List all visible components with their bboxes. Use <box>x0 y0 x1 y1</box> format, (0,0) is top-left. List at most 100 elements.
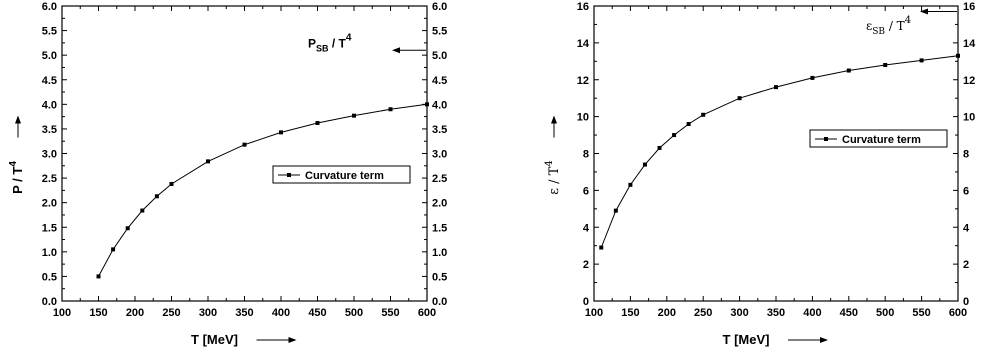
sb-limit-annotation: εSB / T4 <box>866 15 911 37</box>
y-axis-arrow-head <box>15 115 21 124</box>
sb-annotation-exponent: 4 <box>905 15 911 26</box>
x-tick-label: 450 <box>308 307 326 319</box>
data-point <box>425 102 429 107</box>
x-tick-label: 200 <box>658 307 676 319</box>
y-tick-label-right: 0.5 <box>432 271 447 283</box>
x-tick-label: 350 <box>235 307 253 319</box>
y-tick-label-right: 16 <box>963 1 975 13</box>
x-tick-label: 550 <box>912 307 930 319</box>
y-tick-label: 3.5 <box>42 124 57 136</box>
y-tick-label: 4.0 <box>42 99 57 111</box>
x-tick-label: 600 <box>418 307 436 319</box>
data-point <box>956 53 960 58</box>
y-tick-label-right: 3.0 <box>432 149 447 161</box>
y-tick-label-right: 12 <box>963 75 975 87</box>
plot-frame <box>593 5 959 302</box>
y-tick-label-right: 0 <box>963 296 969 308</box>
sb-limit-arrow-head <box>920 8 928 15</box>
y-tick-label: 1.5 <box>42 222 57 234</box>
y-tick-label-right: 4.5 <box>432 75 447 87</box>
y-tick-label: 0.5 <box>42 271 57 283</box>
data-point <box>154 194 159 199</box>
y-axis-label-text: P / T <box>10 167 25 194</box>
sb-limit-annotation: PSB / T4 <box>308 32 352 53</box>
data-point <box>672 133 677 138</box>
data-point <box>919 58 924 63</box>
y-axis-label-exponent: 4 <box>8 161 19 167</box>
sb-annotation-symbol: P <box>308 36 316 50</box>
data-point <box>242 142 247 147</box>
data-point <box>737 96 742 101</box>
sb-annotation-subscript: SB <box>316 43 329 53</box>
y-axis-label: P / T4 <box>8 161 25 194</box>
x-tick-label: 500 <box>876 307 894 319</box>
sb-annotation-subscript: SB <box>872 27 885 37</box>
y-tick-label: 2 <box>583 259 589 271</box>
y-tick-label: 5.5 <box>42 26 57 38</box>
y-tick-label-right: 3.5 <box>432 124 447 136</box>
sb-annotation-rest: / T <box>885 19 905 33</box>
legend-box <box>809 129 948 148</box>
data-point <box>388 107 393 112</box>
x-tick-label: 500 <box>345 307 363 319</box>
x-tick-label: 350 <box>767 307 785 319</box>
data-point <box>111 247 116 252</box>
y-tick-label: 0 <box>583 296 589 308</box>
y-tick-label-right: 10 <box>963 112 975 124</box>
y-tick-label: 14 <box>577 38 590 50</box>
y-tick-label: 4 <box>583 222 590 234</box>
y-tick-label: 4.5 <box>42 75 57 87</box>
data-point <box>599 245 604 250</box>
y-axis-label: ε / T4 <box>544 160 562 194</box>
x-axis-label: T [MeV] <box>723 332 770 347</box>
data-point <box>169 181 174 186</box>
y-tick-label: 12 <box>577 75 589 87</box>
legend-marker-swatch <box>287 173 291 177</box>
y-tick-label: 5.0 <box>42 50 57 62</box>
x-tick-label: 250 <box>694 307 712 319</box>
x-tick-label: 400 <box>272 307 290 319</box>
data-point <box>657 145 662 150</box>
legend-label: Curvature term <box>842 134 921 146</box>
data-point <box>810 75 815 80</box>
data-point <box>883 63 888 67</box>
x-tick-label: 100 <box>53 307 71 319</box>
x-tick-label: 400 <box>803 307 821 319</box>
sb-annotation-exponent: 4 <box>346 32 352 43</box>
x-tick-label: 600 <box>949 307 967 319</box>
x-tick-label: 300 <box>730 307 748 319</box>
y-tick-label-right: 6.0 <box>432 1 447 13</box>
data-point <box>846 68 851 73</box>
data-point <box>701 112 706 117</box>
x-tick-label: 100 <box>585 307 603 319</box>
legend-marker-swatch <box>824 137 828 141</box>
y-tick-label-right: 2.5 <box>432 173 447 185</box>
data-point <box>613 208 618 213</box>
x-tick-label: 200 <box>126 307 144 319</box>
y-tick-label-right: 4 <box>963 222 970 234</box>
y-tick-label-right: 2.0 <box>432 198 447 210</box>
y-axis-arrow-head <box>551 115 557 124</box>
data-point <box>686 122 691 126</box>
y-tick-label: 6 <box>583 185 589 197</box>
y-tick-label-right: 8 <box>963 149 969 161</box>
y-tick-label: 8 <box>583 149 589 161</box>
series-line-curvature-term <box>600 55 959 248</box>
y-tick-label: 2.5 <box>42 173 57 185</box>
x-axis-label: T [MeV] <box>191 332 238 347</box>
y-axis-label-exponent: 4 <box>544 160 555 166</box>
legend-box <box>272 165 411 184</box>
y-tick-label: 0.0 <box>42 296 57 308</box>
x-tick-label: 150 <box>621 307 639 319</box>
y-tick-label: 16 <box>577 1 589 13</box>
sb-annotation-rest: / T <box>329 36 347 50</box>
data-point <box>642 162 647 167</box>
x-tick-label: 150 <box>89 307 107 319</box>
y-tick-label: 2.0 <box>42 198 57 210</box>
y-tick-label: 3.0 <box>42 149 57 161</box>
y-axis-label-text: ε / T <box>547 166 562 194</box>
y-tick-label-right: 6 <box>963 185 969 197</box>
x-tick-label: 250 <box>162 307 180 319</box>
